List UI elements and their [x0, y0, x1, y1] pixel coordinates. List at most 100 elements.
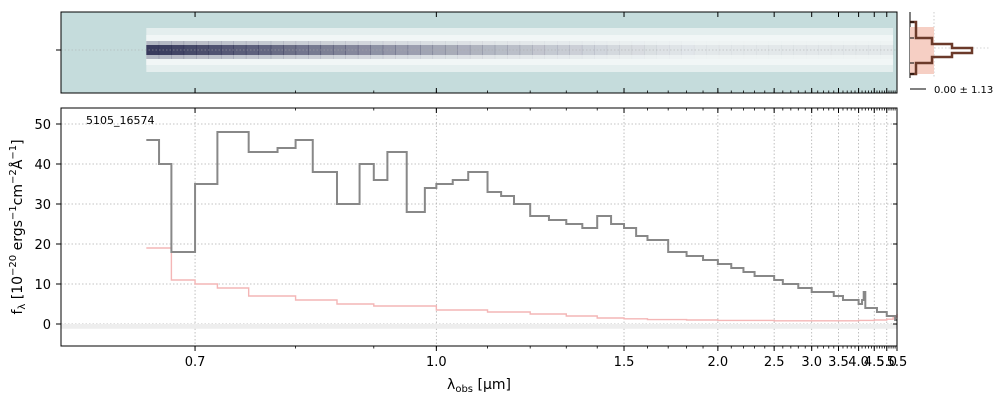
trace-halo [183, 41, 197, 59]
trace-halo [158, 41, 172, 59]
x-label-symbol: λ [447, 377, 455, 393]
spectrum-1d-panel: 0.7 1.0 1.5 2.0 2.5 3.0 3.5 4.04.55.05.5 0 10 20 30… [8, 107, 907, 395]
trace-segment [469, 45, 483, 55]
y-tick-label: 10 [34, 278, 51, 293]
trace-segment [270, 45, 284, 55]
trace-segment [718, 45, 732, 55]
trace-segment [357, 45, 371, 55]
trace-segment [308, 45, 322, 55]
trace-segment [693, 45, 707, 55]
trace-segment [581, 45, 595, 55]
trace-halo [556, 41, 570, 59]
trace-halo [581, 41, 595, 59]
grid [61, 108, 898, 346]
trace-segment [332, 45, 346, 55]
x-tick-label: 4.0 [848, 355, 869, 370]
y-label-sub: λ [17, 304, 28, 310]
trace-segment [644, 45, 658, 55]
x-tick-label: 1.5 [614, 355, 635, 370]
x-tick-label: 2.5 [764, 355, 785, 370]
trace-segment [805, 45, 819, 55]
y-label-a: [10 [10, 276, 26, 304]
axis-ticks: 0.7 1.0 1.5 2.0 2.5 3.0 3.5 4.04.55.05.5 0 10 20 30… [34, 108, 907, 370]
trace-halo [196, 41, 210, 59]
trace-halo [332, 41, 346, 59]
trace-halo [382, 41, 396, 59]
trace-halo [357, 41, 371, 59]
spectrum-2d-panel [56, 11, 898, 94]
y-label-exp3: −2 [8, 169, 19, 184]
x-label-unit: [μm] [473, 377, 511, 393]
trace-segment [743, 45, 757, 55]
x-tick-label: 4.5 [864, 355, 885, 370]
trace-segment [855, 45, 869, 55]
profile-plot [909, 12, 990, 90]
x-tick-label: 2.0 [708, 355, 729, 370]
x-tick-label: 3.0 [801, 355, 822, 370]
plot-frame [60, 107, 898, 347]
object-id-label: 5105_16574 [86, 114, 155, 127]
trace-halo [270, 41, 284, 59]
trace-halo [519, 41, 533, 59]
trace-segment [519, 45, 533, 55]
trace-segment [196, 45, 210, 55]
trace-segment [158, 45, 172, 55]
flux-series [146, 131, 897, 321]
trace-halo [245, 41, 259, 59]
trace-halo [220, 41, 234, 59]
profile-fill [910, 27, 934, 74]
y-tick-label: 40 [34, 158, 51, 173]
trace-halo [295, 41, 309, 59]
error-series [146, 247, 898, 322]
profile-line [910, 20, 974, 76]
trace-halo [532, 41, 546, 59]
y-label-f: f [10, 309, 26, 315]
trace-halo [444, 41, 458, 59]
trace-segment [631, 45, 645, 55]
y-tick-label: 0 [43, 318, 51, 333]
y-axis-label: fλ [10−20 ergs−1cm−2Å−1] [8, 139, 28, 314]
trace-segment [407, 45, 421, 55]
trace-halo [420, 41, 434, 59]
x-tick-label: 0.7 [185, 355, 206, 370]
trace-segment [220, 45, 234, 55]
x-axis-label: λobs [μm] [447, 377, 511, 395]
spectrum-2d-frame [60, 11, 898, 94]
y-label-exp1: −20 [8, 255, 19, 276]
y-tick-label: 50 [34, 118, 51, 133]
y-label-d: Å [9, 159, 26, 169]
trace-segment [444, 45, 458, 55]
x-tick-label: 3.5 [828, 355, 849, 370]
x-label-sub: obs [455, 384, 473, 395]
trace-segment [183, 45, 197, 55]
trace-segment [606, 45, 620, 55]
zero-band [61, 324, 897, 329]
x-tick-label: 5.0 [876, 355, 897, 370]
trace-segment [494, 45, 508, 55]
trace-segment [868, 45, 882, 55]
trace-segment [756, 45, 770, 55]
trace-segment [532, 45, 546, 55]
profile-label: 0.00 ± 1.13 [934, 85, 993, 96]
trace-halo [469, 41, 483, 59]
y-tick-label: 30 [34, 198, 51, 213]
y-label-exp4: −1 [8, 145, 19, 160]
x-tick-label: 1.0 [426, 355, 447, 370]
trace-halo [494, 41, 508, 59]
trace-segment [556, 45, 570, 55]
trace-segment [420, 45, 434, 55]
y-label-e: ] [10, 139, 26, 144]
trace-halo [407, 41, 421, 59]
trace-segment [830, 45, 844, 55]
profile-panel: 0.00 ± 1.13 [909, 12, 993, 96]
y-label-exp2: −1 [8, 205, 19, 220]
series-group [146, 131, 898, 322]
trace-segment [245, 45, 259, 55]
x-tick-label: 5.5 [887, 355, 908, 370]
y-tick-label: 20 [34, 238, 51, 253]
trace-segment [382, 45, 396, 55]
y-label-b: ergs [10, 220, 26, 255]
trace-segment [668, 45, 682, 55]
trace-halo [308, 41, 322, 59]
